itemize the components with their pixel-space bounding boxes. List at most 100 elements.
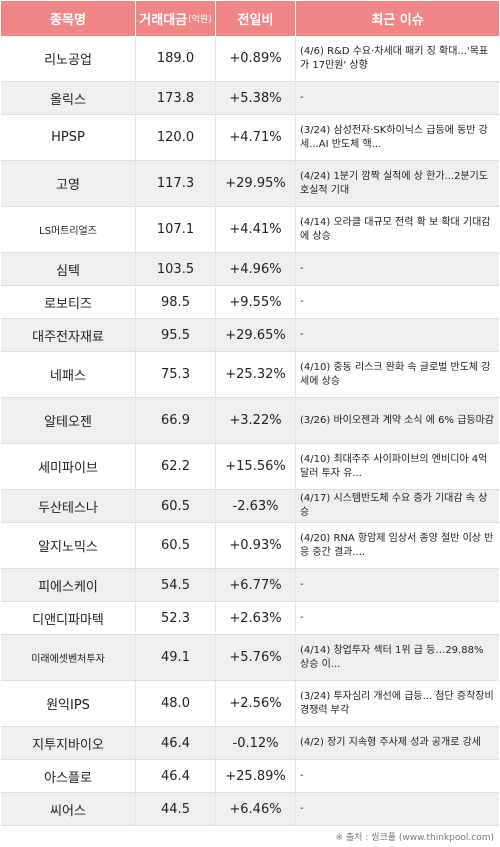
table-row[interactable]: 피에스케이 54.5 +6.77% - xyxy=(1,569,499,602)
recent-issue: - xyxy=(300,803,304,814)
trade-volume: 48.0 xyxy=(136,681,216,726)
header-name-label: 종목명 xyxy=(50,13,86,28)
recent-issue: (4/14) 오라클 대규모 전력 확 보 확대 기대감에 상승 xyxy=(300,216,491,242)
price-change: +4.71% xyxy=(216,115,296,160)
header-change-label: 전일비 xyxy=(237,13,274,28)
trade-volume: 189.0 xyxy=(136,36,216,81)
recent-issue: (4/10) 최대주주 사이파이브의 엔비디아 4억달러 투자 유... xyxy=(300,453,488,479)
trade-volume: 66.9 xyxy=(136,398,216,443)
table-row[interactable]: 두산테스나 60.5 -2.63% (4/17) 시스템반도체 수요 증가 기대감 속… xyxy=(1,490,499,523)
table-row[interactable]: 미래에셋벤처투자 49.1 +5.76% (4/14) 창업투자 섹터 1위 급 등…… xyxy=(1,635,499,681)
stock-name: 피에스케이 xyxy=(1,569,136,601)
trade-volume: 46.4 xyxy=(136,760,216,792)
price-change: +2.56% xyxy=(216,681,296,726)
price-change: +3.22% xyxy=(216,398,296,443)
stock-name: 원익IPS xyxy=(1,681,136,726)
trade-volume: 46.4 xyxy=(136,727,216,759)
stock-name: 로보티즈 xyxy=(1,286,136,318)
stock-name: 고영 xyxy=(1,161,136,206)
trade-volume: 60.5 xyxy=(136,523,216,568)
stock-name: 지투지바이오 xyxy=(1,727,136,759)
price-change: +6.77% xyxy=(216,569,296,601)
recent-issue: - xyxy=(300,329,304,340)
table-row[interactable]: 로보티즈 98.5 +9.55% - xyxy=(1,286,499,319)
trade-volume: 95.5 xyxy=(136,319,216,351)
trade-volume: 173.8 xyxy=(136,82,216,114)
recent-issue: (3/26) 바이오젠과 계약 소식 에 6% 급등마감 xyxy=(300,414,494,426)
stock-name: LS머트리얼즈 xyxy=(1,207,136,252)
table-row[interactable]: 세미파이브 62.2 +15.56% (4/10) 최대주주 사이파이브의 엔비디아 … xyxy=(1,444,499,490)
recent-issue: - xyxy=(300,296,304,307)
stock-name: 대주전자재료 xyxy=(1,319,136,351)
recent-issue: (4/20) RNA 항암제 임상서 종양 절반 이상 반응 중간 결과.... xyxy=(300,532,494,558)
table-row[interactable]: 알테오젠 66.9 +3.22% (3/26) 바이오젠과 계약 소식 에 6% 급등… xyxy=(1,398,499,444)
price-change: +0.93% xyxy=(216,523,296,568)
table-header: 종목명 거래대금 (억원) 전일비 최근 이슈 xyxy=(1,1,499,36)
recent-issue: (4/14) 창업투자 섹터 1위 급 등…29.88% 상승 이... xyxy=(300,644,484,670)
source-footer: ※ 출처 : 씽크풀 (www.thinkpool.com) xyxy=(335,833,494,843)
recent-issue: - xyxy=(300,263,304,274)
table-row[interactable]: 네패스 75.3 +25.32% (4/10) 중동 리스크 완화 속 글로벌 반도체… xyxy=(1,352,499,398)
recent-issue: (4/24) 1분기 깜짝 실적에 상 한가...2분기도 호실적 기대 xyxy=(300,170,489,196)
header-volume: 거래대금 (억원) xyxy=(136,1,216,36)
table-row[interactable]: 씨어스 44.5 +6.46% - xyxy=(1,793,499,826)
table-row[interactable]: 올릭스 173.8 +5.38% - xyxy=(1,82,499,115)
table-row[interactable]: 디앤디파마텍 52.3 +2.63% - xyxy=(1,602,499,635)
stock-name: 미래에셋벤처투자 xyxy=(1,635,136,680)
price-change: +25.89% xyxy=(216,760,296,792)
trade-volume: 62.2 xyxy=(136,444,216,489)
price-change: +25.32% xyxy=(216,352,296,397)
table-row[interactable]: 원익IPS 48.0 +2.56% (3/24) 투자심리 개선에 급등... 첨단 … xyxy=(1,681,499,727)
recent-issue: (4/2) 장기 지속형 주사제 성과 공개로 강세 xyxy=(300,737,481,748)
stock-table: 종목명 거래대금 (억원) 전일비 최근 이슈 리노공업 189.0 +0.89% (4… xyxy=(1,1,499,826)
stock-name: 네패스 xyxy=(1,352,136,397)
recent-issue: (3/24) 투자심리 개선에 급등... 첨단 증착장비 경쟁력 부각 xyxy=(300,690,494,716)
trade-volume: 98.5 xyxy=(136,286,216,318)
stock-name: 알지노믹스 xyxy=(1,523,136,568)
header-volume-label: 거래대금 xyxy=(139,13,188,28)
price-change: +6.46% xyxy=(216,793,296,825)
trade-volume: 54.5 xyxy=(136,569,216,601)
stock-name: 올릭스 xyxy=(1,82,136,114)
header-name: 종목명 xyxy=(1,1,136,36)
trade-volume: 117.3 xyxy=(136,161,216,206)
trade-volume: 49.1 xyxy=(136,635,216,680)
table-row[interactable]: HPSP 120.0 +4.71% (3/24) 삼성전자·SK하이닉스 급등에 동반… xyxy=(1,115,499,161)
price-change: +15.56% xyxy=(216,444,296,489)
table-row[interactable]: 리노공업 189.0 +0.89% (4/6) R&D 수요·차세대 패키 징 확대.… xyxy=(1,36,499,82)
table-row[interactable]: LS머트리얼즈 107.1 +4.41% (4/14) 오라클 대규모 전력 확 보 … xyxy=(1,207,499,253)
stock-name: 알테오젠 xyxy=(1,398,136,443)
price-change: +9.55% xyxy=(216,286,296,318)
price-change: +2.63% xyxy=(216,602,296,634)
price-change: +5.38% xyxy=(216,82,296,114)
stock-name: 씨어스 xyxy=(1,793,136,825)
recent-issue: (4/6) R&D 수요·차세대 패키 징 확대...'목표가 17만원' 상향 xyxy=(300,45,489,71)
recent-issue: - xyxy=(300,770,304,781)
stock-name: 세미파이브 xyxy=(1,444,136,489)
trade-volume: 60.5 xyxy=(136,490,216,522)
stock-name: 아스플로 xyxy=(1,760,136,792)
header-issue-label: 최근 이슈 xyxy=(371,13,424,28)
recent-issue: - xyxy=(300,579,304,590)
stock-name: 두산테스나 xyxy=(1,490,136,522)
table-row[interactable]: 알지노믹스 60.5 +0.93% (4/20) RNA 항암제 임상서 종양 절반 … xyxy=(1,523,499,569)
header-volume-unit: (억원) xyxy=(188,15,212,25)
table-row[interactable]: 고영 117.3 +29.95% (4/24) 1분기 깜짝 실적에 상 한가...2… xyxy=(1,161,499,207)
header-change: 전일비 xyxy=(216,1,296,36)
table-row[interactable]: 지투지바이오 46.4 -0.12% (4/2) 장기 지속형 주사제 성과 공개로 … xyxy=(1,727,499,760)
table-row[interactable]: 대주전자재료 95.5 +29.65% - xyxy=(1,319,499,352)
recent-issue: (3/24) 삼성전자·SK하이닉스 급등에 동반 강세...AI 반도체 핵.… xyxy=(300,124,488,150)
stock-name: 디앤디파마텍 xyxy=(1,602,136,634)
table-row[interactable]: 아스플로 46.4 +25.89% - xyxy=(1,760,499,793)
price-change: +5.76% xyxy=(216,635,296,680)
price-change: +29.95% xyxy=(216,161,296,206)
recent-issue: (4/17) 시스템반도체 수요 증가 기대감 속 상승 xyxy=(300,493,488,518)
price-change: -0.12% xyxy=(216,727,296,759)
trade-volume: 120.0 xyxy=(136,115,216,160)
table-row[interactable]: 심텍 103.5 +4.96% - xyxy=(1,253,499,286)
trade-volume: 75.3 xyxy=(136,352,216,397)
stock-name: HPSP xyxy=(1,115,136,160)
header-issue: 최근 이슈 xyxy=(296,1,499,36)
table-body: 리노공업 189.0 +0.89% (4/6) R&D 수요·차세대 패키 징 확대.… xyxy=(1,36,499,826)
price-change: +4.96% xyxy=(216,253,296,285)
